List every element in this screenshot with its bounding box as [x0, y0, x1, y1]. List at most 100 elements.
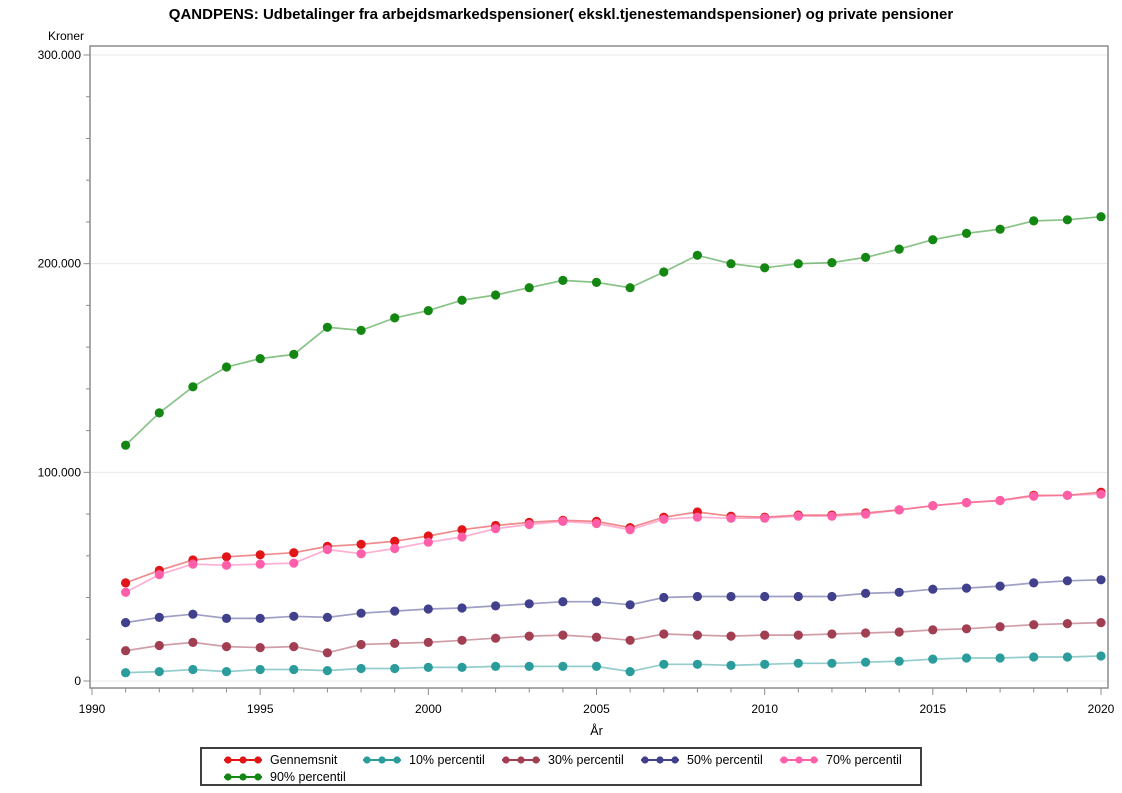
- legend-label: 10% percentil: [409, 752, 485, 767]
- data-point: [1029, 620, 1039, 630]
- data-point: [760, 263, 770, 273]
- data-point: [154, 640, 164, 651]
- data-point: [558, 661, 568, 672]
- legend-item: 90% percentil: [222, 770, 361, 784]
- data-point: [1029, 652, 1039, 662]
- data-point: [726, 631, 736, 641]
- series-line-10-percentil: [125, 655, 1102, 674]
- data-point: [692, 630, 703, 640]
- y-tick-label: 0: [74, 674, 81, 688]
- data-point: [961, 498, 972, 508]
- legend-row: Gennemsnit 10% percentil 30% percentil 50% …: [222, 751, 920, 768]
- series-line-50-percentil: [125, 578, 1102, 624]
- legend-item: 10% percentil: [361, 753, 500, 767]
- data-point: [322, 612, 332, 623]
- series-line-90-percentil: [125, 215, 1102, 446]
- data-point: [188, 664, 198, 675]
- data-point: [221, 362, 232, 372]
- data-point: [760, 630, 770, 640]
- legend-marker-icon: [363, 755, 401, 764]
- data-point: [726, 591, 736, 602]
- data-point: [491, 633, 501, 643]
- data-point: [255, 559, 265, 569]
- data-point: [255, 613, 265, 624]
- data-point: [1062, 215, 1072, 225]
- data-point: [861, 509, 871, 519]
- data-point: [591, 661, 602, 672]
- plot-area: 0 100.000 200.000 300.000 1990 1995 2000 2005 20…: [38, 29, 1115, 738]
- data-point: [356, 549, 366, 559]
- data-point: [894, 587, 904, 597]
- data-point: [726, 259, 736, 269]
- x-tick-label: 2015: [919, 702, 946, 716]
- data-point: [894, 656, 904, 666]
- data-point: [659, 629, 669, 639]
- data-point: [961, 228, 972, 238]
- data-point: [659, 659, 669, 669]
- legend-marker-icon: [641, 755, 679, 764]
- data-point: [322, 322, 332, 332]
- data-point: [793, 259, 803, 269]
- data-point: [995, 653, 1005, 663]
- data-point: [255, 664, 265, 675]
- legend-label: 50% percentil: [687, 752, 763, 767]
- data-point: [322, 666, 332, 676]
- data-point: [255, 354, 265, 364]
- legend-item: 30% percentil: [500, 753, 639, 767]
- data-point: [961, 624, 972, 634]
- data-point: [692, 591, 703, 602]
- data-point: [356, 639, 366, 650]
- data-point: [1096, 489, 1106, 499]
- data-point: [760, 591, 770, 602]
- data-point: [390, 663, 400, 674]
- x-tick-label: 2020: [1088, 702, 1115, 716]
- data-point: [793, 630, 803, 640]
- legend-label: 30% percentil: [548, 752, 624, 767]
- data-point: [827, 511, 837, 521]
- data-point: [928, 654, 938, 664]
- data-point: [861, 252, 871, 262]
- data-point: [625, 283, 635, 293]
- data-point: [625, 600, 635, 610]
- x-tick-label: 1990: [79, 702, 106, 716]
- data-point: [390, 313, 400, 323]
- data-point: [423, 662, 433, 673]
- data-point: [995, 224, 1005, 234]
- data-point: [188, 637, 198, 648]
- data-point: [188, 382, 198, 392]
- data-point: [793, 591, 803, 602]
- legend-label: 70% percentil: [826, 752, 902, 767]
- data-point: [995, 581, 1005, 591]
- data-point: [524, 661, 534, 672]
- data-point: [659, 267, 669, 277]
- x-axis-title: År: [590, 723, 603, 738]
- data-point: [457, 635, 467, 645]
- data-point: [524, 631, 534, 641]
- y-tick-label: 100.000: [38, 465, 82, 479]
- data-point: [221, 552, 232, 562]
- data-point: [827, 258, 837, 268]
- legend-marker-icon: [780, 755, 818, 764]
- data-point: [255, 550, 265, 560]
- data-point: [289, 548, 299, 558]
- data-point: [995, 495, 1005, 506]
- data-point: [861, 628, 871, 638]
- data-point: [625, 635, 635, 645]
- data-point: [659, 514, 669, 524]
- data-point: [827, 591, 837, 602]
- data-point: [221, 667, 232, 677]
- data-point: [558, 275, 568, 285]
- data-point: [1096, 575, 1106, 585]
- data-point: [1096, 618, 1106, 628]
- data-point: [558, 630, 568, 640]
- data-point: [356, 608, 366, 618]
- data-point: [861, 588, 871, 599]
- legend-box: Gennemsnit 10% percentil 30% percentil 50% …: [200, 747, 922, 786]
- data-point: [961, 583, 972, 593]
- x-tick-label: 2005: [583, 702, 610, 716]
- data-point: [558, 516, 568, 527]
- data-point: [591, 518, 602, 529]
- data-point: [356, 325, 366, 335]
- data-point: [524, 599, 534, 609]
